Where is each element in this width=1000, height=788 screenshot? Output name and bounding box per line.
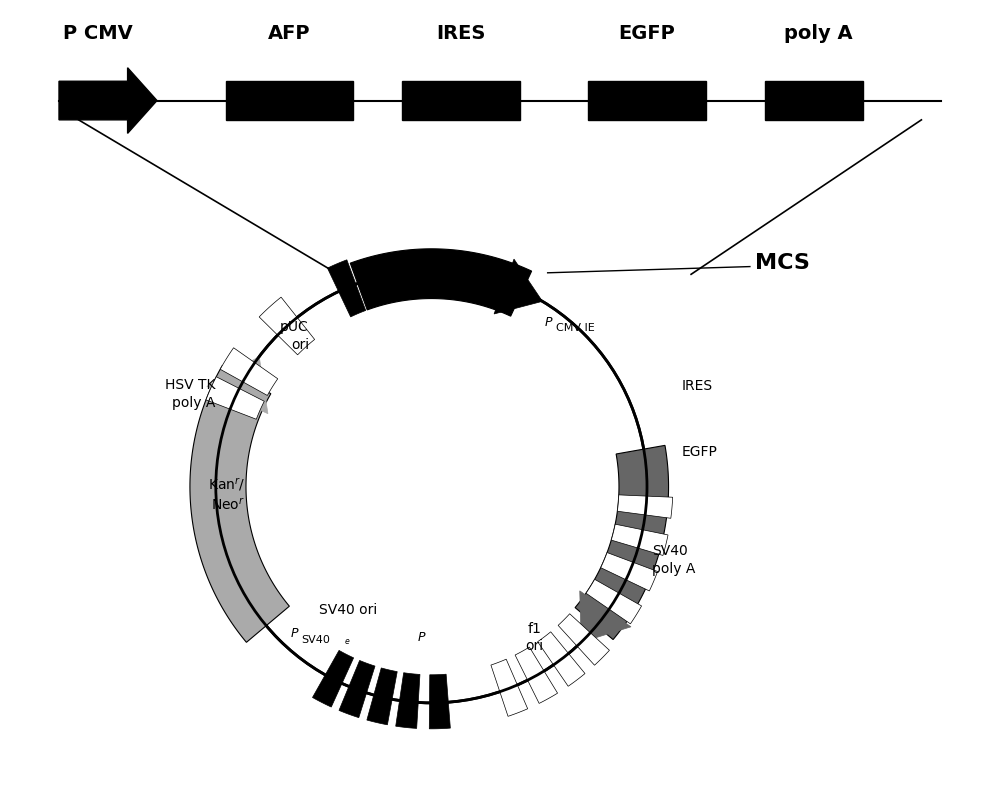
Text: EGFP: EGFP [619, 24, 675, 43]
Polygon shape [617, 495, 673, 519]
Bar [226, 81, 353, 120]
Polygon shape [367, 668, 397, 725]
Polygon shape [59, 68, 157, 133]
Text: SV40
poly A: SV40 poly A [652, 545, 695, 576]
Text: P CMV: P CMV [63, 24, 133, 43]
Polygon shape [327, 260, 366, 317]
Polygon shape [601, 552, 658, 591]
Polygon shape [190, 366, 289, 642]
Polygon shape [339, 660, 375, 718]
Polygon shape [396, 673, 420, 728]
Polygon shape [538, 632, 585, 686]
Polygon shape [207, 356, 268, 414]
Polygon shape [259, 297, 315, 355]
Text: MCS: MCS [755, 253, 810, 273]
Text: SV40 ori: SV40 ori [319, 604, 377, 617]
Polygon shape [611, 524, 668, 556]
Text: AFP: AFP [268, 24, 311, 43]
Text: $\it{P}$: $\it{P}$ [290, 627, 299, 640]
Polygon shape [220, 348, 278, 396]
Polygon shape [494, 259, 542, 314]
Text: f1
ori: f1 ori [525, 622, 543, 653]
Text: $\it{P}$: $\it{P}$ [417, 630, 426, 644]
Polygon shape [580, 591, 631, 642]
Polygon shape [312, 650, 354, 707]
Polygon shape [429, 675, 450, 729]
Text: $\it{P}$: $\it{P}$ [544, 316, 554, 329]
Text: HSV TK
poly A: HSV TK poly A [165, 378, 216, 410]
Text: CMV IE: CMV IE [556, 323, 595, 333]
Text: poly A: poly A [784, 24, 853, 43]
Text: pUC
ori: pUC ori [280, 321, 309, 351]
Text: IRES: IRES [681, 379, 712, 393]
Text: Kan$^r$/
Neo$^r$: Kan$^r$/ Neo$^r$ [208, 476, 245, 513]
Polygon shape [350, 249, 532, 316]
Text: $_e$: $_e$ [344, 637, 351, 647]
Polygon shape [515, 647, 558, 704]
Bar [765, 81, 863, 120]
Text: SV40: SV40 [301, 634, 330, 645]
Text: EGFP: EGFP [681, 445, 717, 459]
Text: IRES: IRES [436, 24, 485, 43]
Polygon shape [206, 377, 264, 419]
Polygon shape [491, 660, 528, 716]
Polygon shape [575, 445, 669, 640]
Bar [402, 81, 520, 120]
Polygon shape [586, 579, 642, 624]
Polygon shape [558, 614, 609, 665]
Bar [588, 81, 706, 120]
